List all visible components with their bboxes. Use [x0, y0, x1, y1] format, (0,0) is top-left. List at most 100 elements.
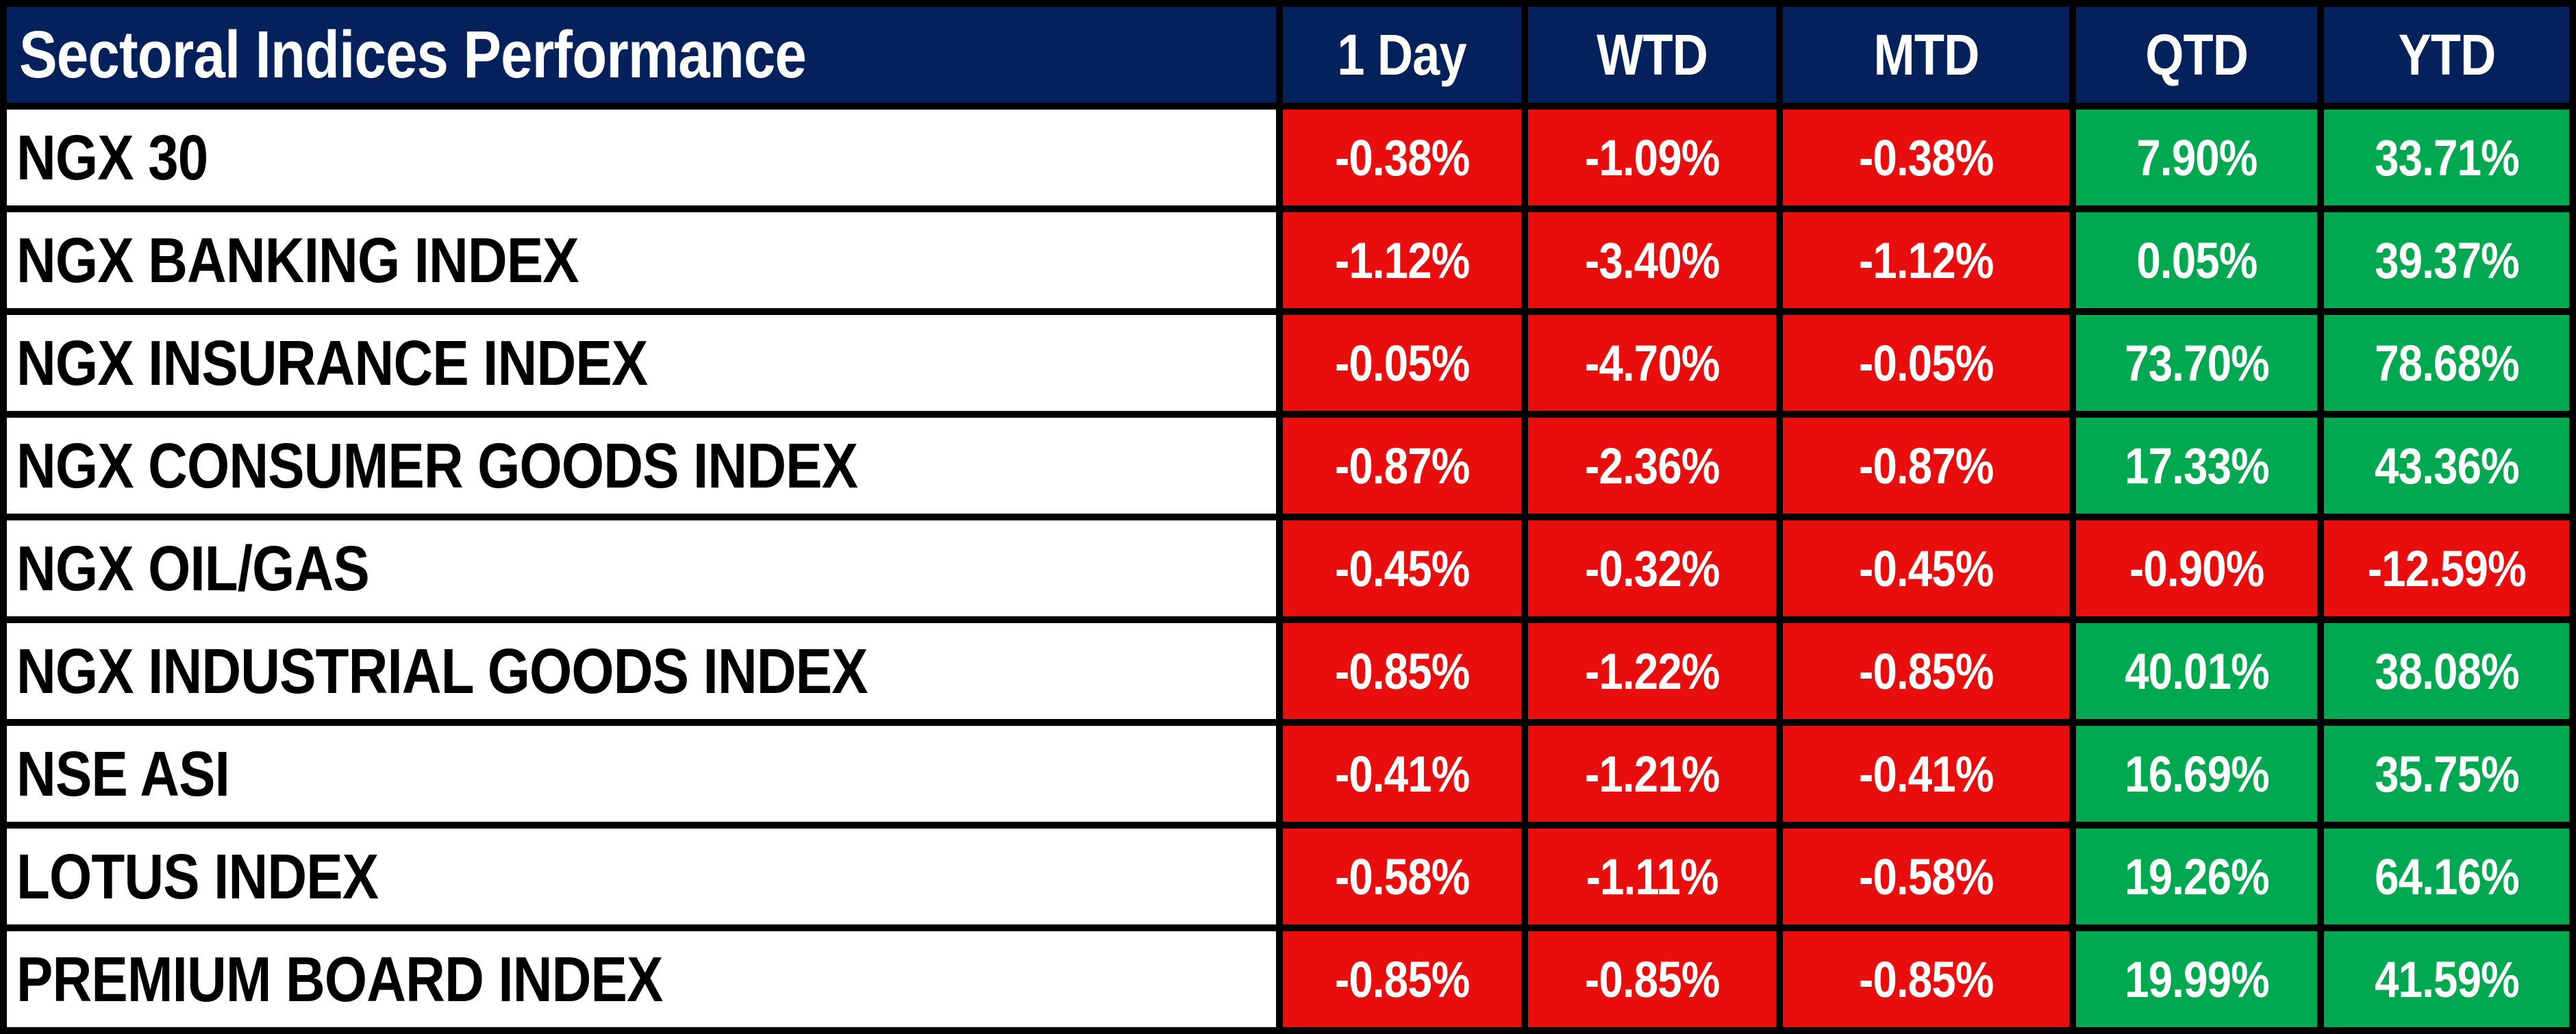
cell-ngx-industrial-goods-index-wtd: -1.22%: [1528, 623, 1776, 719]
row-label: NGX 30: [16, 121, 208, 193]
cell-value: -1.11%: [1586, 848, 1719, 905]
row-label: NGX BANKING INDEX: [16, 224, 579, 296]
cell-value: -0.85%: [1334, 642, 1470, 700]
cell-value: 17.33%: [2124, 437, 2270, 494]
cell-value: -0.38%: [1334, 129, 1470, 186]
cell-ngx-insurance-index-ytd: 78.68%: [2324, 315, 2569, 411]
cell-value: 19.99%: [2124, 950, 2270, 1008]
cell-ngx-industrial-goods-index-1-day: -0.85%: [1283, 623, 1521, 719]
cell-value: -0.90%: [2129, 540, 2264, 597]
cell-value: -0.32%: [1584, 540, 1720, 597]
column-header-1-day: 1 Day: [1283, 7, 1521, 103]
column-header-qtd: QTD: [2076, 7, 2317, 103]
cell-value: 7.90%: [2136, 129, 2258, 186]
cell-nse-asi-wtd: -1.21%: [1528, 726, 1776, 822]
column-header-label: MTD: [1873, 22, 1979, 87]
cell-lotus-index-qtd: 19.26%: [2076, 829, 2317, 924]
cell-ngx-insurance-index-1-day: -0.05%: [1283, 315, 1521, 411]
cell-ngx-oil-gas-qtd: -0.90%: [2076, 520, 2317, 616]
cell-value: -1.21%: [1584, 745, 1720, 803]
cell-value: 78.68%: [2374, 334, 2520, 392]
cell-value: 0.05%: [2136, 231, 2258, 289]
cell-ngx-30-wtd: -1.09%: [1528, 110, 1776, 205]
cell-ngx-industrial-goods-index-qtd: 40.01%: [2076, 623, 2317, 719]
cell-premium-board-index-mtd: -0.85%: [1783, 931, 2069, 1027]
row-label-cell-ngx-30: NGX 30: [7, 110, 1276, 205]
cell-ngx-insurance-index-mtd: -0.05%: [1783, 315, 2069, 411]
column-header-label: QTD: [2145, 22, 2249, 87]
cell-value: 39.37%: [2374, 231, 2520, 289]
cell-ngx-consumer-goods-index-1-day: -0.87%: [1283, 418, 1521, 514]
cell-value: -0.87%: [1334, 437, 1470, 494]
cell-ngx-banking-index-ytd: 39.37%: [2324, 212, 2569, 308]
row-label-cell-ngx-oil-gas: NGX OIL/GAS: [7, 520, 1276, 616]
column-header-wtd: WTD: [1528, 7, 1776, 103]
cell-value: -0.87%: [1858, 437, 1994, 494]
cell-value: 38.08%: [2374, 642, 2520, 700]
cell-value: 35.75%: [2374, 745, 2520, 803]
cell-ngx-30-ytd: 33.71%: [2324, 110, 2569, 205]
cell-ngx-consumer-goods-index-ytd: 43.36%: [2324, 418, 2569, 514]
cell-value: 40.01%: [2124, 642, 2270, 700]
cell-value: -12.59%: [2367, 540, 2526, 597]
cell-ngx-banking-index-1-day: -1.12%: [1283, 212, 1521, 308]
cell-value: 41.59%: [2374, 950, 2520, 1008]
column-header-label: 1 Day: [1337, 22, 1467, 87]
row-label-cell-premium-board-index: PREMIUM BOARD INDEX: [7, 931, 1276, 1027]
cell-premium-board-index-wtd: -0.85%: [1528, 931, 1776, 1027]
cell-value: -4.70%: [1584, 334, 1720, 392]
cell-ngx-oil-gas-1-day: -0.45%: [1283, 520, 1521, 616]
cell-value: 33.71%: [2374, 129, 2520, 186]
cell-value: -0.58%: [1858, 848, 1994, 905]
cell-ngx-oil-gas-mtd: -0.45%: [1783, 520, 2069, 616]
cell-ngx-oil-gas-ytd: -12.59%: [2324, 520, 2569, 616]
cell-ngx-consumer-goods-index-wtd: -2.36%: [1528, 418, 1776, 514]
cell-value: -1.12%: [1334, 231, 1470, 289]
cell-ngx-industrial-goods-index-mtd: -0.85%: [1783, 623, 2069, 719]
column-header-ytd: YTD: [2324, 7, 2569, 103]
row-label: NGX OIL/GAS: [16, 532, 370, 604]
cell-ngx-insurance-index-wtd: -4.70%: [1528, 315, 1776, 411]
cell-lotus-index-mtd: -0.58%: [1783, 829, 2069, 924]
cell-value: 73.70%: [2124, 334, 2270, 392]
cell-value: -1.09%: [1584, 129, 1720, 186]
row-label: NGX CONSUMER GOODS INDEX: [16, 429, 858, 501]
cell-lotus-index-wtd: -1.11%: [1528, 829, 1776, 924]
row-label-cell-ngx-consumer-goods-index: NGX CONSUMER GOODS INDEX: [7, 418, 1276, 514]
cell-value: -3.40%: [1584, 231, 1720, 289]
table-title: Sectoral Indices Performance: [19, 17, 807, 92]
row-label: LOTUS INDEX: [16, 840, 379, 912]
row-label: PREMIUM BOARD INDEX: [16, 943, 663, 1015]
cell-ngx-oil-gas-wtd: -0.32%: [1528, 520, 1776, 616]
cell-value: -0.45%: [1858, 540, 1994, 597]
cell-value: -0.41%: [1334, 745, 1470, 803]
cell-value: 43.36%: [2374, 437, 2520, 494]
cell-value: -0.05%: [1858, 334, 1994, 392]
row-label: NSE ASI: [16, 737, 230, 809]
row-label: NGX INSURANCE INDEX: [16, 327, 648, 399]
cell-nse-asi-ytd: 35.75%: [2324, 726, 2569, 822]
cell-value: -0.38%: [1858, 129, 1994, 186]
cell-value: -1.22%: [1584, 642, 1720, 700]
cell-value: -0.85%: [1858, 950, 1994, 1008]
cell-ngx-banking-index-qtd: 0.05%: [2076, 212, 2317, 308]
cell-lotus-index-ytd: 64.16%: [2324, 829, 2569, 924]
cell-ngx-consumer-goods-index-qtd: 17.33%: [2076, 418, 2317, 514]
table-title-cell: Sectoral Indices Performance: [7, 7, 1276, 103]
cell-value: 19.26%: [2124, 848, 2270, 905]
cell-nse-asi-mtd: -0.41%: [1783, 726, 2069, 822]
row-label-cell-ngx-banking-index: NGX BANKING INDEX: [7, 212, 1276, 308]
column-header-mtd: MTD: [1783, 7, 2069, 103]
cell-value: -0.05%: [1334, 334, 1470, 392]
cell-ngx-banking-index-wtd: -3.40%: [1528, 212, 1776, 308]
cell-value: -0.85%: [1584, 950, 1720, 1008]
cell-value: -0.58%: [1334, 848, 1470, 905]
cell-premium-board-index-1-day: -0.85%: [1283, 931, 1521, 1027]
cell-ngx-30-mtd: -0.38%: [1783, 110, 2069, 205]
cell-ngx-30-1-day: -0.38%: [1283, 110, 1521, 205]
cell-lotus-index-1-day: -0.58%: [1283, 829, 1521, 924]
cell-value: -1.12%: [1858, 231, 1994, 289]
cell-ngx-insurance-index-qtd: 73.70%: [2076, 315, 2317, 411]
cell-nse-asi-1-day: -0.41%: [1283, 726, 1521, 822]
